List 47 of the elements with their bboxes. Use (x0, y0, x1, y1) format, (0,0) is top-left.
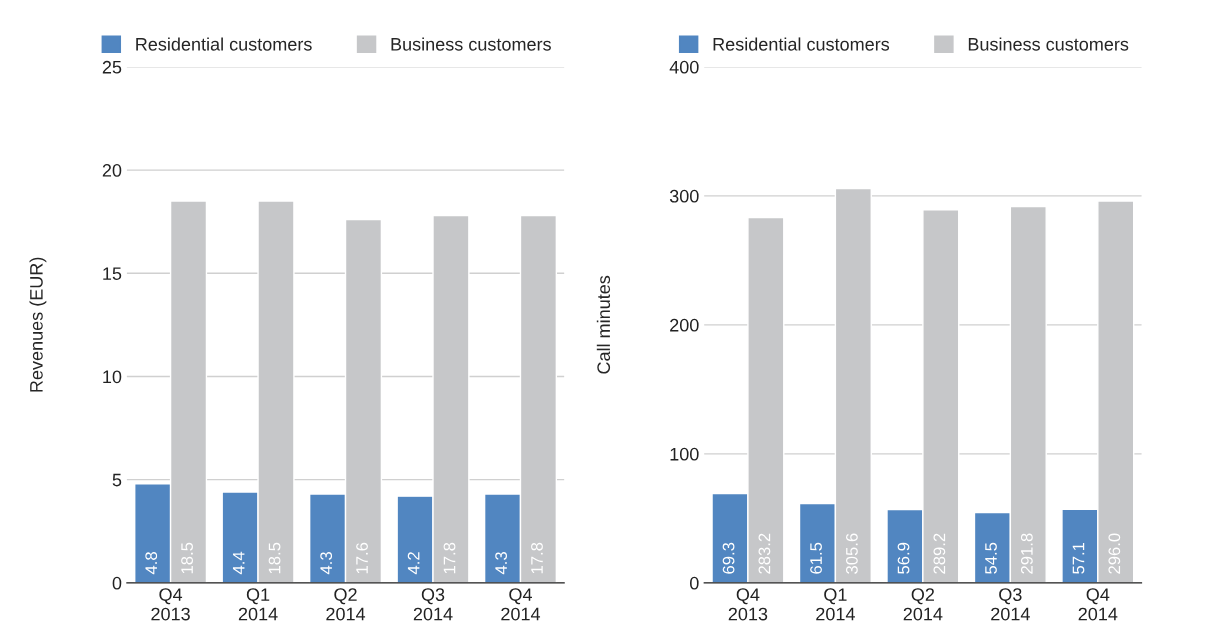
data-label: 4.2 (407, 552, 420, 575)
x-tick-label: Q3 2014 (991, 588, 1030, 621)
data-label: 305.6 (846, 533, 858, 574)
data-label: 56.9 (897, 542, 910, 574)
data-label: 291.8 (1020, 533, 1033, 574)
y-tick-label: 200 (670, 318, 699, 332)
legend-label: Residential customers (136, 37, 312, 51)
data-label: 4.4 (232, 551, 245, 575)
x-tick-label: Q4 2014 (501, 588, 541, 621)
x-tick-label: Q1 2014 (238, 588, 278, 621)
data-label: 289.2 (933, 533, 946, 574)
y-axis-title: Revenues (EUR) (29, 257, 47, 392)
y-tick-label: 25 (102, 60, 122, 74)
y-tick-label: 20 (102, 164, 122, 177)
x-tick-label: Q1 2014 (816, 588, 855, 621)
legend-label: Business customers (391, 37, 551, 51)
data-label: 57.1 (1072, 542, 1085, 574)
y-tick-label: 300 (669, 189, 699, 203)
data-label: 4.8 (145, 552, 158, 575)
y-tick-label: 0 (689, 576, 699, 590)
y-axis-title: Call minutes (596, 275, 611, 374)
data-label: 4.3 (320, 552, 333, 575)
legend-label: Residential customers (713, 37, 890, 51)
data-label: 4.3 (495, 552, 508, 575)
data-label: 69.3 (722, 542, 735, 574)
y-tick-label: 15 (103, 267, 122, 280)
data-label: 18.5 (181, 542, 193, 574)
data-label: 17.6 (356, 542, 368, 574)
y-tick-label: 100 (670, 447, 699, 461)
x-tick-label: Q4 2013 (728, 588, 768, 621)
x-tick-label: Q4 2013 (151, 588, 190, 621)
data-label: 18.5 (268, 542, 281, 574)
data-label: 17.8 (443, 542, 456, 574)
data-label: 54.5 (985, 542, 997, 574)
y-tick-label: 10 (103, 370, 122, 384)
data-label: 296.0 (1108, 533, 1121, 574)
data-label: 61.5 (810, 542, 822, 574)
x-tick-label: Q2 2014 (326, 588, 366, 621)
data-label: 283.2 (758, 533, 771, 574)
x-tick-label: Q2 2014 (903, 588, 943, 621)
y-tick-label: 5 (112, 473, 122, 487)
x-tick-label: Q3 2014 (413, 588, 453, 621)
y-tick-label: 0 (112, 576, 122, 590)
x-tick-label: Q4 2014 (1078, 588, 1118, 621)
y-tick-label: 400 (669, 60, 699, 74)
data-label: 17.8 (531, 542, 543, 574)
legend-label: Business customers (968, 37, 1129, 51)
